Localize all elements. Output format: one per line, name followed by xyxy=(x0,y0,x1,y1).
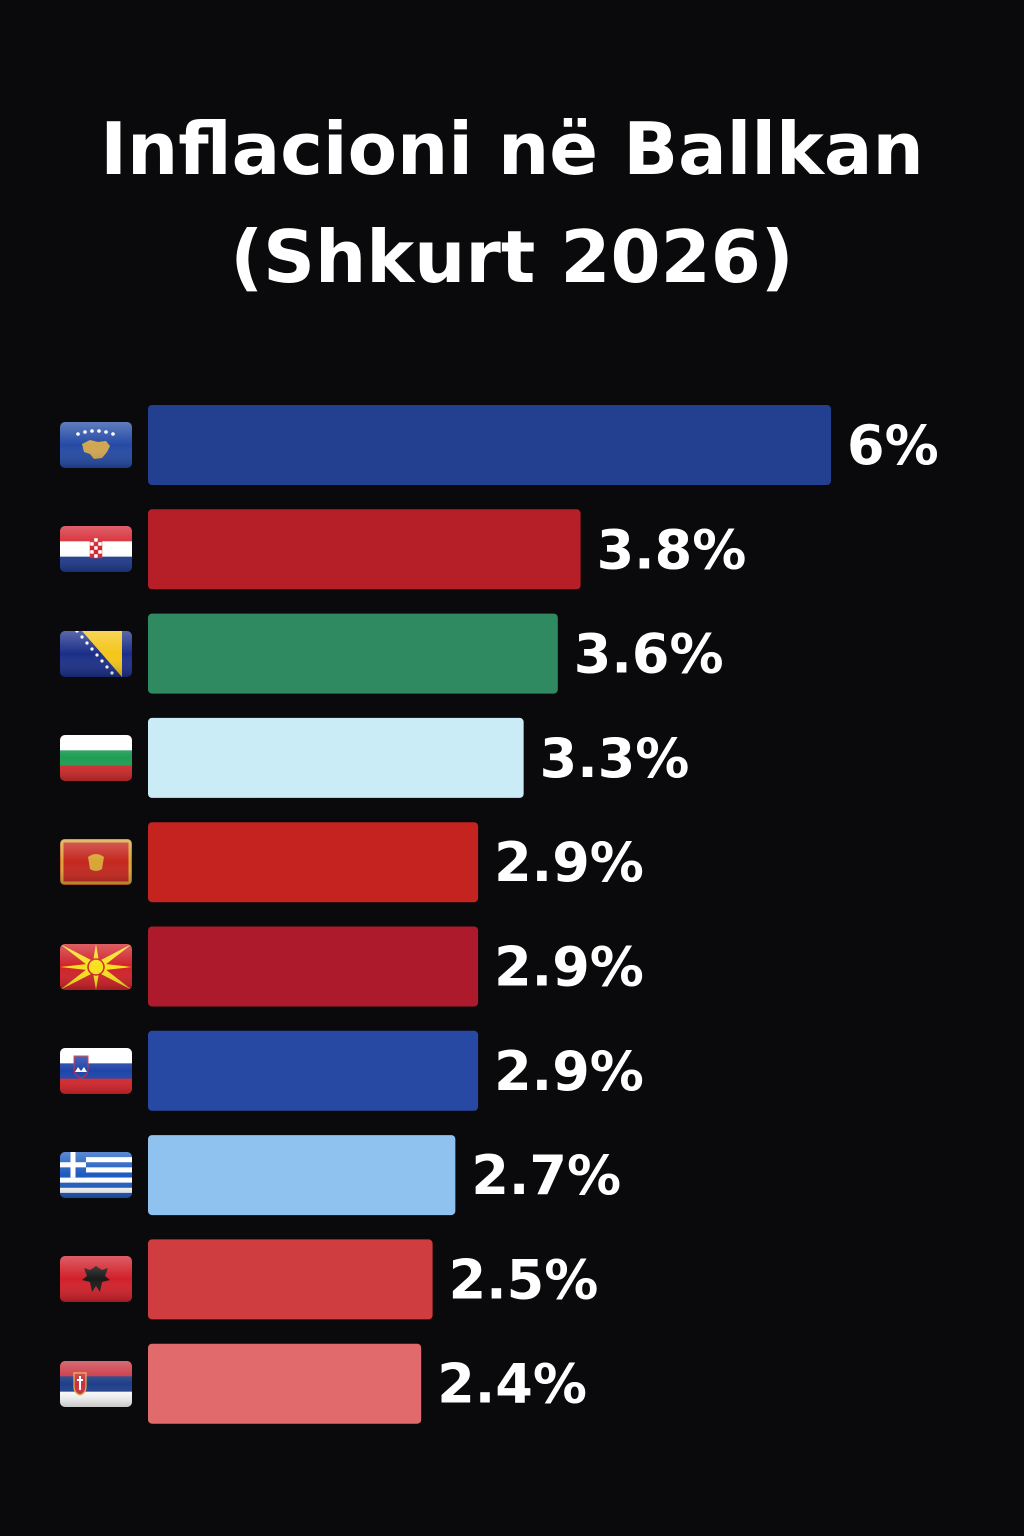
chart-title-line-2: (Shkurt 2026) xyxy=(230,215,794,299)
flag-croatia-icon xyxy=(60,526,132,572)
value-label: 2.9% xyxy=(494,831,644,894)
flag-bulgaria-icon xyxy=(60,735,132,781)
chart-title: Inflacioni në Ballkan (Shkurt 2026) xyxy=(0,95,1024,311)
bar-albania xyxy=(148,1239,433,1320)
bar-north-macedonia xyxy=(148,926,479,1007)
flag-serbia-icon xyxy=(60,1361,132,1407)
value-label: 3.8% xyxy=(597,518,747,581)
bar-bulgaria xyxy=(148,717,524,798)
bar-kosovo xyxy=(148,405,831,485)
flag-slovenia-icon xyxy=(60,1048,132,1094)
bar-montenegro xyxy=(148,822,479,903)
value-label: 6% xyxy=(847,414,939,477)
flag-albania-icon xyxy=(60,1256,132,1302)
value-label: 2.4% xyxy=(437,1353,587,1416)
bar-greece xyxy=(148,1135,456,1216)
bar-bosnia-and-herzegovina xyxy=(148,613,558,694)
flag-kosovo-icon xyxy=(60,422,132,468)
bar-croatia xyxy=(148,509,581,590)
value-label: 2.9% xyxy=(494,936,644,999)
chart-title-line-1: Inflacioni në Ballkan xyxy=(100,107,924,191)
flag-bosnia-and-herzegovina-icon xyxy=(60,631,132,677)
value-label: 2.7% xyxy=(471,1144,621,1207)
flag-north-macedonia-icon xyxy=(60,944,132,990)
value-label: 2.9% xyxy=(494,1040,644,1103)
value-label: 3.3% xyxy=(540,727,690,790)
value-label: 2.5% xyxy=(449,1248,599,1311)
value-label: 3.6% xyxy=(574,623,724,686)
flag-montenegro-icon xyxy=(60,839,132,885)
flag-greece-icon xyxy=(60,1152,132,1198)
bar-slovenia xyxy=(148,1030,479,1111)
bar-serbia xyxy=(148,1343,422,1424)
